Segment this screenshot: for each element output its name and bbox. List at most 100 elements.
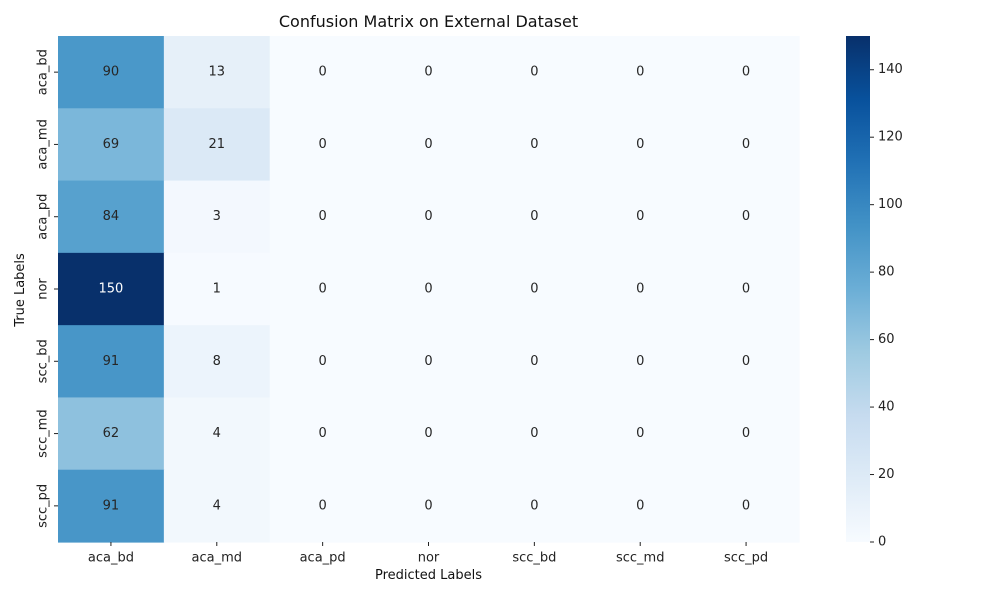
heatmap-cell	[481, 108, 588, 182]
cell-value-label: 0	[742, 354, 750, 369]
cell-value-label: 0	[424, 426, 432, 441]
x-tick-label: aca_pd	[300, 551, 346, 566]
cell-value-label: 8	[213, 354, 221, 369]
colorbar-tick-label: 20	[878, 467, 895, 482]
cell-value-label: 90	[103, 65, 120, 80]
colorbar-tick-label: 140	[878, 62, 903, 77]
cell-value-label: 150	[99, 282, 124, 297]
heatmap-cell	[481, 252, 588, 326]
heatmap-cell	[693, 180, 800, 254]
heatmap-cell	[693, 108, 800, 182]
x-tick-label: scc_bd	[512, 551, 556, 566]
x-axis-ticks: aca_bd aca_md aca_pd nor scc_bd scc_md scc_pd	[88, 542, 768, 566]
y-axis-label: True Labels	[13, 253, 28, 327]
cell-value-label: 0	[742, 137, 750, 152]
cell-value-label: 3	[213, 209, 221, 224]
heatmap-cell	[269, 325, 377, 399]
heatmap-cell	[375, 108, 483, 182]
heatmap-cell	[693, 325, 800, 399]
cell-value-label: 0	[636, 137, 644, 152]
cell-value-label: 0	[742, 426, 750, 441]
heatmap-cell	[58, 325, 165, 399]
heatmap-cell	[163, 180, 271, 254]
chart-title: Confusion Matrix on External Dataset	[278, 12, 579, 31]
cell-value-label: 13	[209, 65, 226, 80]
cell-value-label: 91	[103, 498, 120, 513]
heatmap-cell	[693, 36, 800, 109]
cell-value-label: 0	[319, 498, 327, 513]
x-tick-label: aca_md	[192, 551, 243, 566]
heatmap-cell	[693, 397, 800, 471]
cell-value-label: 21	[209, 137, 226, 152]
cell-value-label: 0	[424, 209, 432, 224]
heatmap-cell	[375, 469, 483, 543]
cell-value-label: 0	[530, 498, 538, 513]
heatmap-cell	[269, 252, 377, 326]
colorbar-tick-label: 120	[878, 130, 903, 145]
cell-value-label: 91	[103, 354, 120, 369]
heatmap-cell	[587, 397, 694, 471]
heatmap-cell	[587, 469, 694, 543]
heatmap-cell	[269, 108, 377, 182]
heatmap-cell	[163, 469, 271, 543]
heatmap-cell	[163, 108, 271, 182]
heatmap-cell	[58, 397, 165, 471]
cell-value-label: 0	[319, 282, 327, 297]
cell-value-label: 0	[530, 354, 538, 369]
y-tick-label: aca_bd	[36, 49, 51, 95]
y-tick-label: scc_pd	[36, 484, 51, 528]
y-tick-label: aca_md	[36, 119, 51, 170]
heatmap-cell	[58, 252, 165, 326]
heatmap-cell	[58, 180, 165, 254]
heatmap-cell	[163, 325, 271, 399]
cell-value-label: 0	[319, 354, 327, 369]
colorbar: 0 20 40 60 80 100 120 140	[846, 36, 903, 550]
cell-value-label: 0	[636, 209, 644, 224]
heatmap-cell	[587, 180, 694, 254]
colorbar-gradient	[846, 36, 870, 542]
cell-value-label: 62	[103, 426, 120, 441]
heatmap-cell	[163, 36, 271, 109]
heatmap-cell	[587, 36, 694, 109]
x-tick-label: scc_md	[616, 551, 664, 566]
colorbar-tick-label: 60	[878, 332, 895, 347]
heatmap-cell	[58, 108, 165, 182]
colorbar-tick-label: 100	[878, 197, 903, 212]
heatmap-cell	[163, 397, 271, 471]
heatmap-cell	[269, 397, 377, 471]
heatmap-cells	[58, 36, 800, 543]
heatmap-cell	[163, 252, 271, 326]
cell-value-label: 0	[424, 498, 432, 513]
heatmap-cell	[481, 397, 588, 471]
colorbar-tick-label: 80	[878, 265, 895, 280]
cell-value-label: 0	[742, 209, 750, 224]
cell-value-label: 0	[319, 137, 327, 152]
cell-value-label: 1	[213, 282, 221, 297]
colorbar-tick-label: 0	[878, 535, 886, 550]
heatmap-cell	[269, 180, 377, 254]
cell-value-label: 0	[530, 282, 538, 297]
heatmap-cell	[269, 36, 377, 109]
x-axis-label: Predicted Labels	[374, 568, 482, 583]
x-tick-label: scc_pd	[724, 551, 768, 566]
cell-value-label: 0	[742, 282, 750, 297]
cell-value-label: 0	[530, 137, 538, 152]
cell-value-label: 84	[103, 209, 120, 224]
heatmap-cell	[693, 469, 800, 543]
heatmap-cell	[587, 252, 694, 326]
heatmap-cell	[375, 397, 483, 471]
heatmap-cell	[481, 180, 588, 254]
cell-value-label: 0	[319, 426, 327, 441]
heatmap-cell	[58, 469, 165, 543]
heatmap-cell	[693, 252, 800, 326]
cell-value-label: 0	[636, 426, 644, 441]
heatmap-cell	[587, 108, 694, 182]
y-tick-label: scc_bd	[36, 339, 51, 383]
heatmap-cell	[375, 252, 483, 326]
heatmap-cell	[481, 469, 588, 543]
heatmap-cell	[269, 469, 377, 543]
colorbar-tick-label: 40	[878, 400, 895, 415]
